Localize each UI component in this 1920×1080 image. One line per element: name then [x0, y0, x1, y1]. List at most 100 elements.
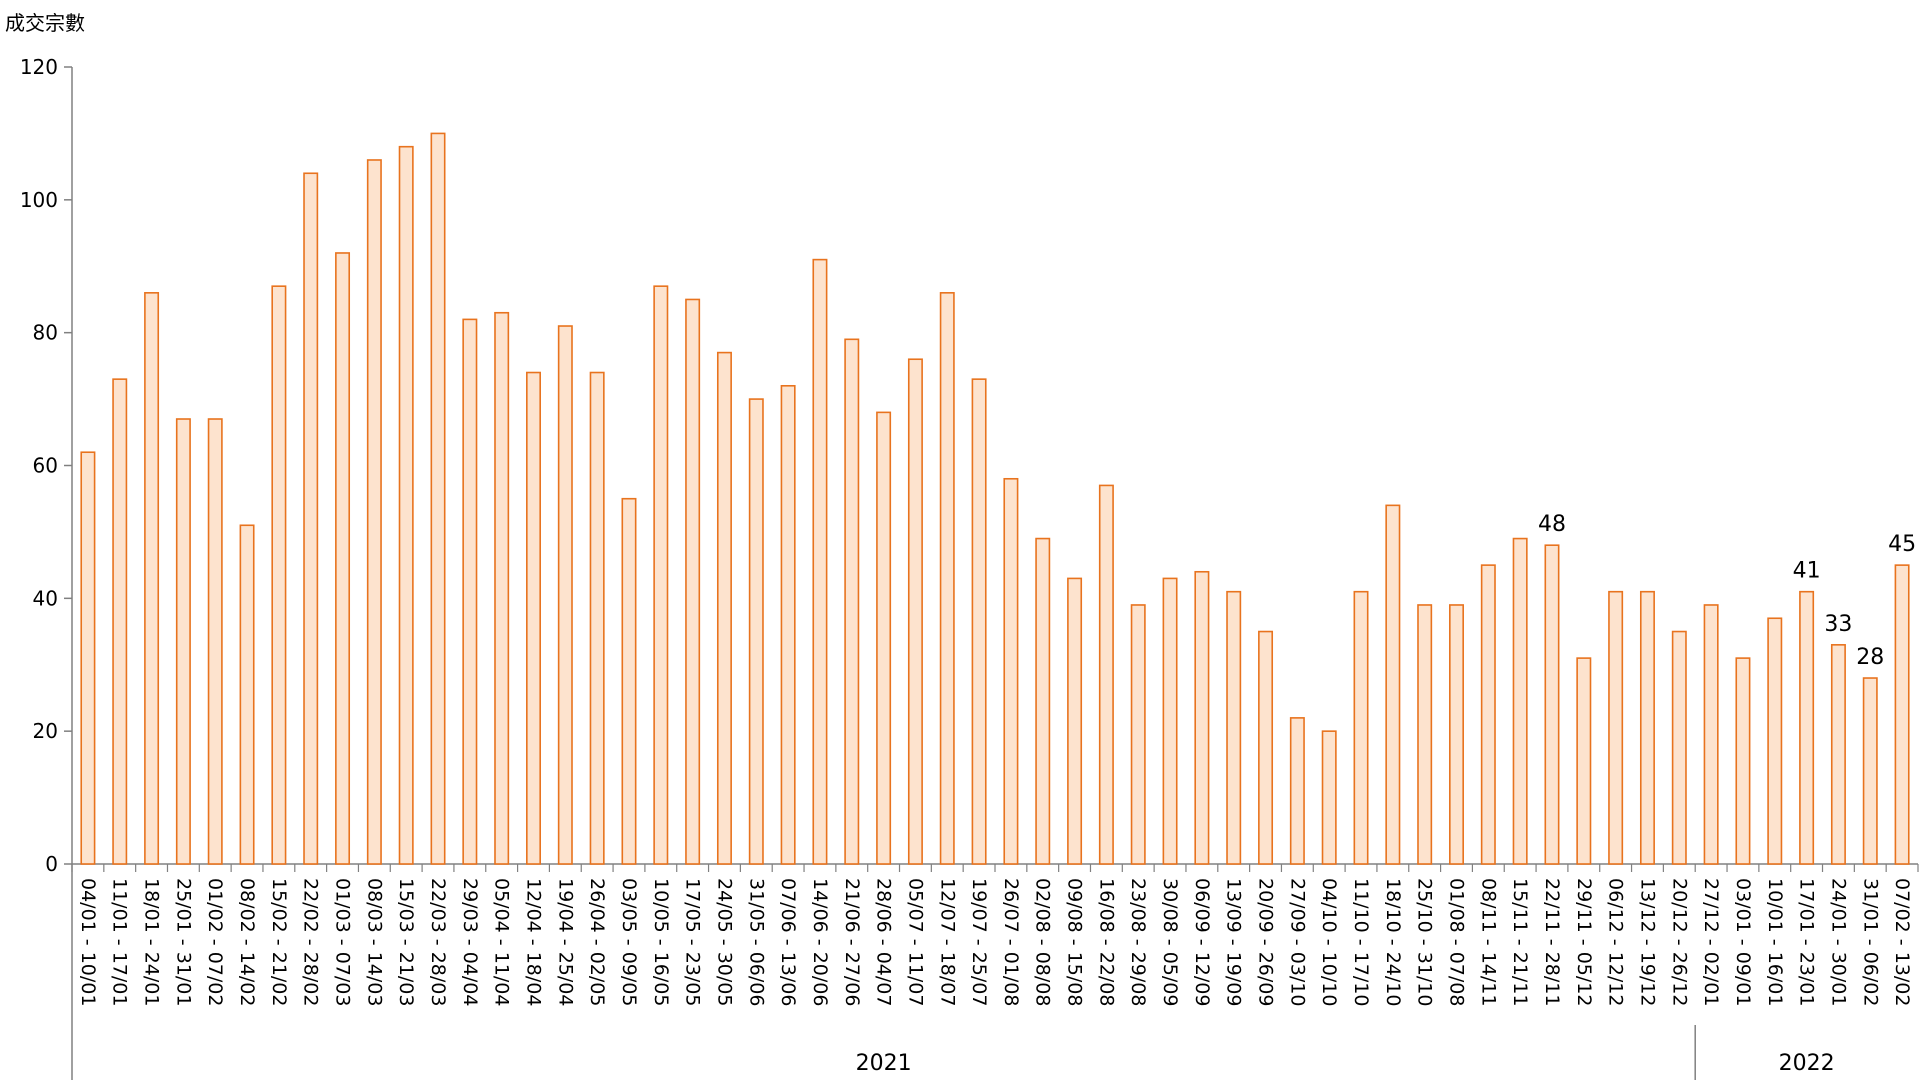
bar-49 [1639, 590, 1655, 865]
x-tick-label-55: 24/01 - 30/01 [1827, 878, 1849, 1006]
x-tick-label-51: 27/12 - 02/01 [1700, 878, 1722, 1006]
bar-32 [1098, 484, 1114, 865]
y-tick-label: 100 [20, 188, 58, 212]
bars [80, 132, 1910, 865]
bar-30 [1035, 537, 1051, 865]
data-label-46: 48 [1538, 512, 1566, 537]
bar-24 [844, 338, 860, 865]
x-tick-label-6: 15/02 - 21/02 [268, 878, 290, 1006]
x-tick-label-30: 02/08 - 08/08 [1032, 878, 1054, 1006]
bar-22 [780, 384, 796, 865]
bar-52 [1735, 657, 1751, 865]
bar-53 [1767, 617, 1783, 865]
bar-42 [1417, 604, 1433, 865]
x-tick-label-14: 12/04 - 18/04 [523, 878, 545, 1006]
bar-33 [1130, 604, 1146, 865]
x-tick-label-5: 08/02 - 14/02 [236, 878, 258, 1006]
y-tick-label: 40 [33, 586, 58, 610]
x-tick-label-19: 17/05 - 23/05 [682, 878, 704, 1006]
bar-20 [716, 351, 732, 865]
x-tick-label-26: 05/07 - 11/07 [904, 878, 926, 1006]
x-tick-label-15: 19/04 - 25/04 [554, 878, 576, 1006]
x-tick-label-45: 15/11 - 21/11 [1509, 878, 1531, 1006]
bar-21 [748, 398, 764, 865]
bar-55 [1830, 644, 1846, 865]
bar-43 [1449, 604, 1464, 865]
data-label-54: 41 [1793, 559, 1821, 584]
x-tick-label-29: 26/07 - 01/08 [1000, 878, 1022, 1006]
x-tick-label-42: 25/10 - 31/10 [1414, 878, 1436, 1006]
bar-0 [80, 451, 96, 865]
bar-3 [175, 418, 191, 865]
x-tick-label-3: 25/01 - 31/01 [172, 878, 194, 1006]
x-tick-label-40: 11/10 - 17/10 [1350, 878, 1372, 1006]
bar-12 [462, 318, 478, 865]
x-tick-label-16: 26/04 - 02/05 [586, 878, 608, 1006]
bar-8 [335, 252, 351, 865]
x-tick-label-4: 01/02 - 07/02 [204, 878, 226, 1006]
x-tick-label-0: 04/01 - 10/01 [77, 878, 99, 1006]
bar-5 [239, 524, 255, 865]
x-tick-label-48: 06/12 - 12/12 [1605, 878, 1627, 1006]
bar-27 [939, 292, 955, 865]
x-tick-label-31: 09/08 - 15/08 [1064, 878, 1086, 1006]
bar-41 [1385, 504, 1401, 865]
bar-6 [271, 285, 287, 865]
x-tick-label-37: 20/09 - 26/09 [1255, 878, 1277, 1006]
x-tick-label-56: 31/01 - 06/02 [1859, 878, 1881, 1006]
y-axis-title: 成交宗數 [5, 11, 85, 35]
x-tick-label-21: 31/05 - 06/06 [745, 878, 767, 1006]
bar-16 [589, 371, 605, 865]
y-tick-label: 120 [20, 55, 58, 79]
y-tick-label: 0 [45, 852, 58, 876]
x-tick-label-50: 20/12 - 26/12 [1668, 878, 1690, 1006]
x-tick-label-12: 29/03 - 04/04 [459, 878, 481, 1006]
data-label-57: 45 [1888, 532, 1916, 557]
group-label-2022: 2022 [1779, 1051, 1835, 1076]
data-label-55: 33 [1824, 612, 1852, 637]
x-tick-label-54: 17/01 - 23/01 [1796, 878, 1818, 1006]
y-tick-label: 60 [33, 454, 58, 478]
bar-56 [1862, 677, 1878, 865]
bar-47 [1576, 657, 1592, 865]
x-tick-label-11: 22/03 - 28/03 [427, 878, 449, 1006]
bar-7 [303, 172, 319, 865]
bar-37 [1258, 630, 1274, 865]
bar-44 [1480, 564, 1496, 865]
bar-19 [685, 298, 701, 865]
y-tick-label: 80 [33, 321, 58, 345]
bar-50 [1671, 630, 1687, 865]
x-tick-label-43: 01/08 - 07/08 [1446, 878, 1468, 1006]
bar-40 [1353, 590, 1369, 865]
x-tick-label-41: 18/10 - 24/10 [1382, 878, 1404, 1006]
bar-4 [207, 418, 223, 865]
x-tick-label-47: 29/11 - 05/12 [1573, 878, 1595, 1006]
bar-57 [1894, 564, 1910, 865]
bar-25 [876, 411, 892, 865]
x-tick-label-39: 04/10 - 10/10 [1318, 878, 1340, 1006]
bar-46 [1544, 544, 1560, 865]
x-tick-label-46: 22/11 - 28/11 [1541, 878, 1563, 1006]
bar-35 [1194, 570, 1210, 865]
bar-18 [653, 285, 669, 865]
bar-36 [1226, 590, 1242, 865]
x-tick-label-7: 22/02 - 28/02 [300, 878, 322, 1006]
x-tick-label-44: 08/11 - 14/11 [1477, 878, 1499, 1006]
x-tick-label-35: 06/09 - 12/09 [1191, 878, 1213, 1006]
x-tick-label-36: 13/09 - 19/09 [1223, 878, 1245, 1006]
x-tick-label-25: 28/06 - 04/07 [873, 878, 895, 1006]
x-tick-label-1: 11/01 - 17/01 [109, 878, 131, 1006]
bar-34 [1162, 577, 1178, 865]
bar-13 [494, 311, 510, 865]
x-tick-label-28: 19/07 - 25/07 [968, 878, 990, 1006]
group-label-2021: 2021 [856, 1051, 912, 1076]
x-tick-label-22: 07/06 - 13/06 [777, 878, 799, 1006]
bar-38 [1289, 717, 1305, 865]
bar-28 [971, 378, 987, 865]
bar-14 [526, 371, 541, 865]
bar-11 [430, 132, 446, 865]
x-tick-label-52: 03/01 - 09/01 [1732, 878, 1754, 1006]
x-tick-label-49: 13/12 - 19/12 [1636, 878, 1658, 1006]
x-tick-label-10: 15/03 - 21/03 [395, 878, 417, 1006]
